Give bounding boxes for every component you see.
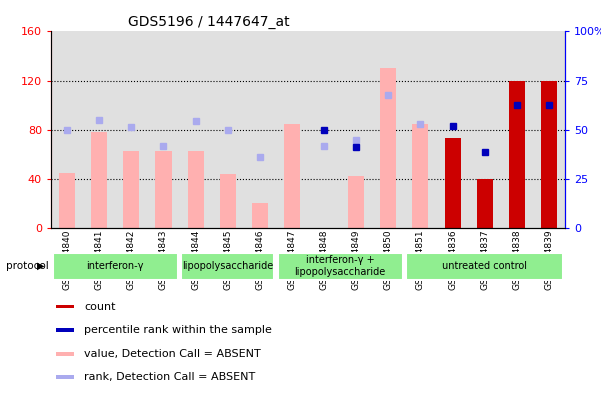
- Bar: [477, 179, 493, 228]
- Bar: [147, 31, 180, 228]
- Bar: [156, 151, 171, 228]
- Bar: [59, 173, 75, 228]
- Text: count: count: [84, 301, 116, 312]
- Bar: [533, 31, 565, 228]
- FancyBboxPatch shape: [181, 253, 274, 279]
- Bar: [212, 31, 244, 228]
- Bar: [541, 81, 557, 228]
- Bar: [83, 31, 115, 228]
- Bar: [508, 81, 525, 228]
- Bar: [348, 176, 364, 228]
- Bar: [372, 31, 404, 228]
- Bar: [56, 352, 74, 356]
- Text: GDS5196 / 1447647_at: GDS5196 / 1447647_at: [128, 15, 290, 29]
- Bar: [445, 138, 460, 228]
- Bar: [501, 31, 533, 228]
- Bar: [51, 31, 83, 228]
- Bar: [252, 204, 268, 228]
- Bar: [123, 151, 139, 228]
- Bar: [380, 68, 396, 228]
- Bar: [436, 31, 469, 228]
- Bar: [340, 31, 372, 228]
- Bar: [220, 174, 236, 228]
- FancyBboxPatch shape: [278, 253, 403, 279]
- FancyBboxPatch shape: [53, 253, 178, 279]
- Bar: [412, 123, 429, 228]
- Bar: [276, 31, 308, 228]
- Bar: [91, 132, 108, 228]
- Bar: [115, 31, 147, 228]
- Text: lipopolysaccharide: lipopolysaccharide: [182, 261, 273, 271]
- Text: ▶: ▶: [37, 261, 44, 271]
- Bar: [308, 31, 340, 228]
- Text: untreated control: untreated control: [442, 261, 527, 271]
- Bar: [56, 305, 74, 309]
- Text: percentile rank within the sample: percentile rank within the sample: [84, 325, 272, 335]
- Text: interferon-γ: interferon-γ: [87, 261, 144, 271]
- Bar: [284, 123, 300, 228]
- Text: interferon-γ +
lipopolysaccharide: interferon-γ + lipopolysaccharide: [294, 255, 386, 277]
- FancyBboxPatch shape: [406, 253, 563, 279]
- Text: protocol: protocol: [6, 261, 49, 271]
- Bar: [56, 375, 74, 379]
- Bar: [180, 31, 212, 228]
- Bar: [188, 151, 204, 228]
- Bar: [469, 31, 501, 228]
- Text: rank, Detection Call = ABSENT: rank, Detection Call = ABSENT: [84, 372, 255, 382]
- Bar: [244, 31, 276, 228]
- Text: value, Detection Call = ABSENT: value, Detection Call = ABSENT: [84, 349, 261, 359]
- Bar: [56, 328, 74, 332]
- Bar: [404, 31, 436, 228]
